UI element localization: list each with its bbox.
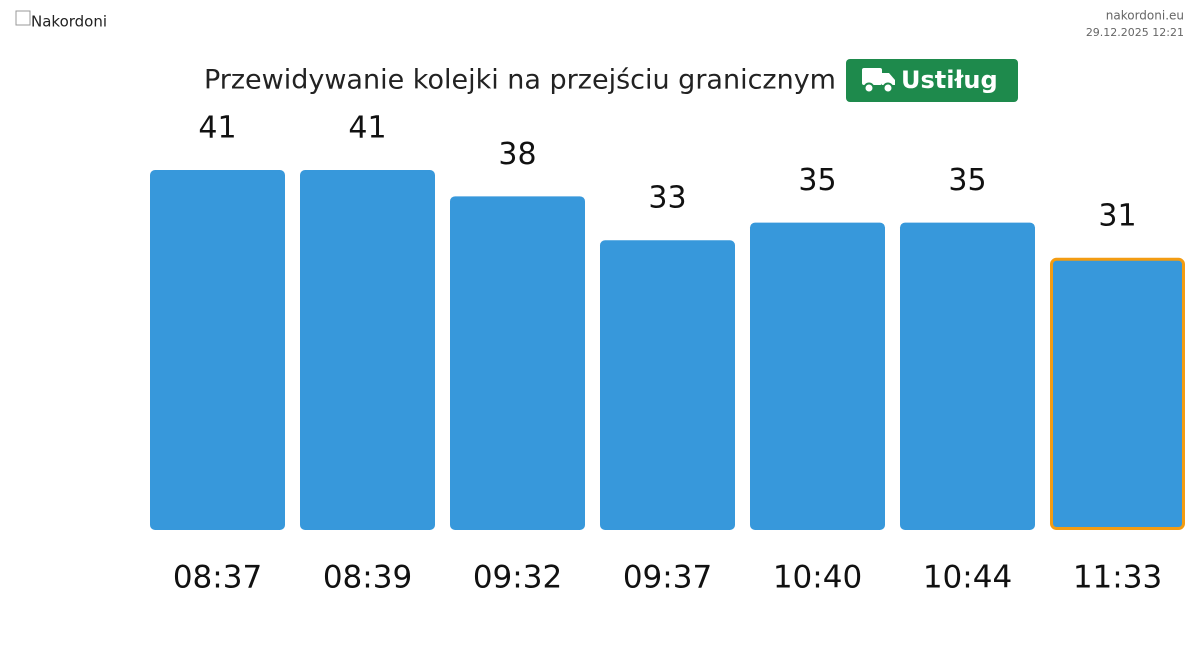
- x-tick-label: 10:44: [923, 560, 1012, 596]
- x-tick-label: 09:37: [623, 560, 712, 596]
- badge-label: Ustiług: [901, 66, 998, 94]
- bar: [600, 240, 735, 530]
- x-tick-label: 11:33: [1073, 560, 1162, 596]
- x-tick-label: 08:37: [173, 560, 262, 596]
- logo-alt: Nakordoni: [31, 13, 107, 31]
- bar: [900, 222, 1035, 530]
- x-tick-label: 08:39: [323, 560, 412, 596]
- bar: [150, 170, 285, 530]
- value-label: 38: [498, 137, 536, 172]
- value-label: 35: [948, 163, 986, 198]
- bar: [450, 196, 585, 530]
- chart-title: Przewidywanie kolejki na przejściu grani…: [204, 65, 836, 96]
- timestamp: 29.12.2025 12:21: [1086, 26, 1184, 39]
- value-label: 41: [348, 111, 386, 146]
- value-label: 41: [198, 111, 236, 146]
- value-label: 33: [648, 181, 686, 216]
- bar: [1050, 257, 1185, 530]
- bar: [300, 170, 435, 530]
- site-name: nakordoni.eu: [1106, 9, 1184, 23]
- logo[interactable]: Nakordoni: [15, 10, 107, 31]
- x-tick-label: 09:32: [473, 560, 562, 596]
- x-tick-label: 10:40: [773, 560, 862, 596]
- value-label: 31: [1098, 198, 1136, 233]
- broken-image-icon: [15, 10, 31, 26]
- value-label: 35: [798, 163, 836, 198]
- bar: [750, 222, 885, 530]
- badge: Ustiług: [846, 59, 1018, 102]
- truck-icon: [862, 68, 895, 94]
